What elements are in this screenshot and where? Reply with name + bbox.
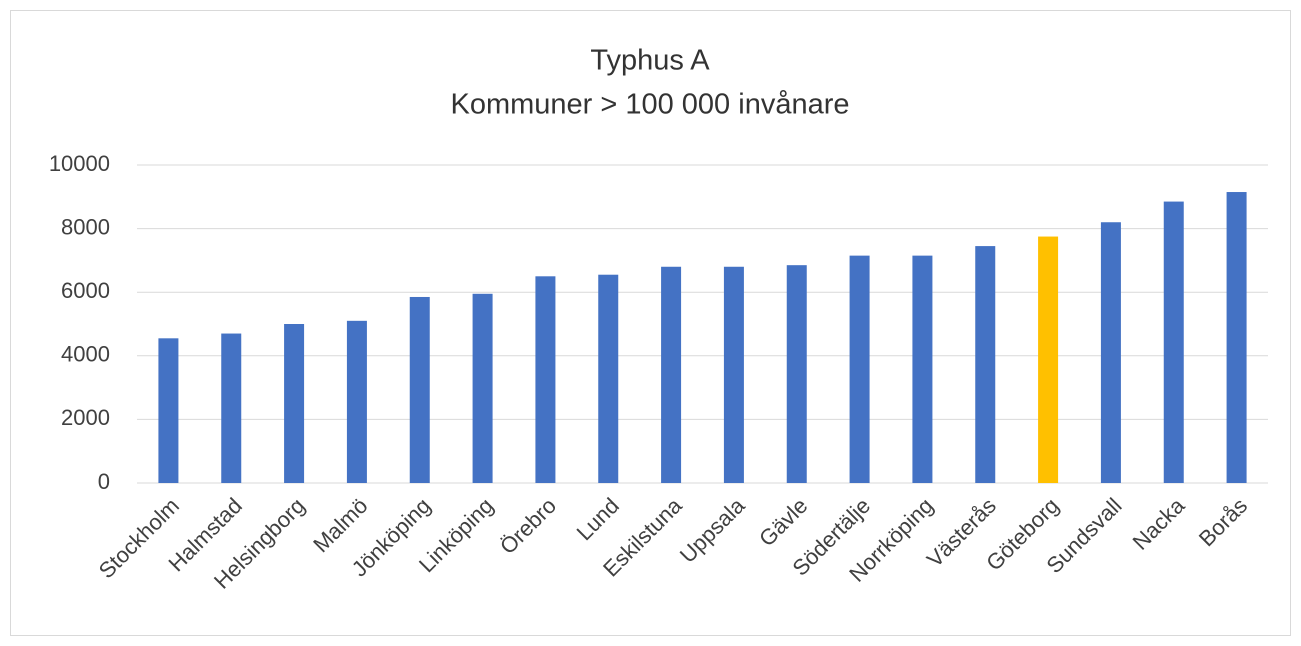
y-tick-label: 0 — [98, 469, 110, 494]
bar — [598, 274, 619, 483]
y-tick-label: 6000 — [61, 278, 110, 303]
bar — [786, 265, 807, 483]
bar — [1163, 201, 1184, 483]
bar — [221, 333, 242, 483]
y-tick-label: 4000 — [61, 342, 110, 367]
bar — [661, 266, 682, 483]
bar — [975, 246, 996, 483]
bar — [409, 296, 430, 483]
bar — [346, 320, 367, 483]
bar — [284, 324, 305, 483]
bar — [1100, 222, 1121, 484]
bar — [535, 276, 556, 483]
bar — [1226, 192, 1247, 483]
bar — [472, 293, 493, 483]
chart-frame — [10, 10, 1291, 636]
y-tick-label: 8000 — [61, 214, 110, 239]
y-tick-label: 10000 — [49, 151, 110, 176]
y-tick-label: 2000 — [61, 405, 110, 430]
bar — [849, 255, 870, 483]
chart-subtitle: Kommuner > 100 000 invånare — [450, 89, 849, 121]
bar — [912, 255, 933, 483]
bar — [158, 338, 179, 483]
bar — [1038, 236, 1059, 483]
bar — [723, 266, 744, 483]
chart-title: Typhus A — [590, 45, 710, 77]
